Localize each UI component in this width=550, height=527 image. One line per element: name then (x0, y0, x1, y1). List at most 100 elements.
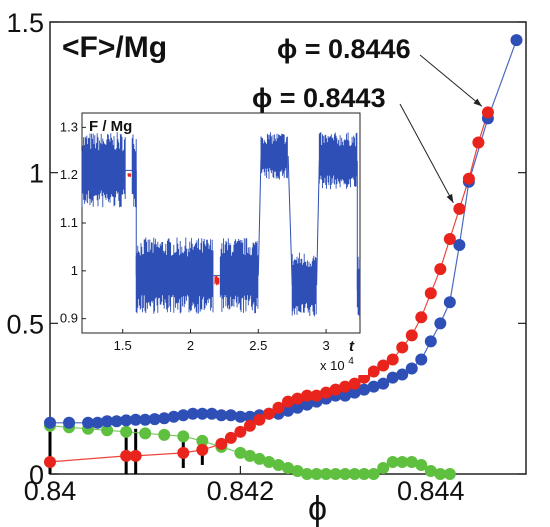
data-point-series-2 (424, 464, 437, 477)
data-point-series-0 (158, 412, 171, 425)
inset-y-tick-label: 1.3 (60, 119, 78, 134)
data-point-series-1 (320, 386, 333, 399)
data-point-series-2 (243, 449, 256, 462)
data-point-series-2 (177, 430, 190, 443)
data-point-series-0 (367, 380, 380, 393)
data-point-series-0 (196, 407, 209, 420)
inset-jump-line (257, 156, 262, 276)
data-point-series-1 (234, 425, 247, 438)
data-point-series-0 (91, 416, 104, 429)
data-point-series-0 (243, 410, 256, 423)
data-point-series-0 (339, 389, 352, 402)
data-point-series-1 (453, 202, 466, 215)
inset-title: F / Mg (89, 118, 132, 135)
y-tick-label: 0 (29, 460, 44, 490)
data-point-series-1 (462, 172, 475, 185)
data-point-series-1 (348, 377, 361, 390)
data-point-series-1 (253, 413, 266, 426)
inset-y-tick-label: 1 (71, 263, 78, 278)
data-point-series-0 (167, 410, 180, 423)
data-point-series-1 (243, 419, 256, 432)
data-point-series-0 (386, 371, 399, 384)
data-point-series-1 (424, 287, 437, 300)
inset-jump-line (287, 156, 293, 286)
annotation-phi-08446: ϕ = 0.8446 (277, 34, 411, 64)
data-point-series-2 (434, 468, 447, 480)
data-point-series-0 (282, 404, 294, 417)
data-point-series-0 (44, 416, 56, 429)
data-point-series-0 (82, 416, 95, 429)
data-point-series-1 (367, 365, 380, 378)
data-point-series-0 (291, 401, 304, 414)
data-point-series-0 (129, 413, 142, 426)
inset-y-tick-label: 1.2 (60, 167, 78, 182)
text-labels: <F>/Mg ϕ = 0.8446 ϕ = 0.8443 ϕ F / Mg x … (62, 31, 411, 527)
data-point-series-1 (310, 389, 323, 402)
inset-signal-segment-0 (219, 238, 259, 314)
x-tick-label: 0.844 (397, 476, 465, 506)
data-point-series-2 (367, 468, 380, 480)
inset-plot: 0.9 1 1.1 1.2 1.3 1.5 2 2.5 3 (60, 105, 368, 375)
data-point-series-1 (472, 136, 485, 149)
data-point-series-2 (158, 428, 171, 441)
data-point-series-0 (358, 383, 371, 396)
inset-signal-segment-0 (318, 132, 358, 190)
data-point-series-1 (434, 263, 447, 276)
data-point-series-1 (405, 329, 418, 342)
data-point-series-1 (44, 455, 56, 468)
data-point-series-2 (358, 468, 371, 480)
data-point-series-2 (101, 424, 114, 437)
annotation-arrow (399, 103, 454, 204)
data-point-series-1 (329, 383, 342, 396)
data-point-series-0 (101, 415, 114, 428)
inset-signal-segment-1 (127, 173, 131, 178)
data-point-series-1 (282, 395, 294, 408)
y-tick-label: 0.5 (6, 309, 44, 339)
inset-signal-segment-1 (214, 275, 220, 286)
data-point-series-2 (329, 468, 342, 480)
inset-signal-segment-0 (260, 132, 288, 180)
data-point-series-2 (310, 468, 323, 480)
data-point-series-0 (110, 415, 123, 428)
data-point-series-1 (129, 449, 142, 462)
inset-x-tick-label: 2.5 (249, 338, 267, 353)
data-point-series-1 (120, 449, 133, 462)
data-point-series-2 (272, 458, 285, 471)
data-point-series-0 (377, 377, 390, 390)
data-point-series-0 (453, 238, 466, 251)
annotation-arrow-head (473, 98, 482, 107)
data-point-series-2 (262, 455, 275, 468)
inset-x-multiplier-exp: 4 (348, 356, 354, 367)
data-point-series-2 (348, 468, 361, 480)
data-point-series-2 (443, 468, 456, 480)
data-point-series-0 (348, 386, 361, 399)
data-point-series-0 (434, 317, 447, 330)
main-title: <F>/Mg (62, 31, 167, 64)
data-point-series-2 (377, 461, 390, 474)
data-point-series-1 (177, 446, 190, 459)
data-point-series-1 (291, 392, 304, 405)
data-point-series-2 (282, 461, 294, 474)
data-point-series-2 (196, 434, 209, 447)
data-point-series-2 (139, 427, 152, 440)
data-point-series-0 (148, 413, 161, 426)
inset-signal-segment-0 (131, 134, 137, 208)
data-point-series-0 (224, 409, 237, 422)
data-point-series-0 (215, 409, 228, 422)
data-point-series-1 (272, 401, 285, 414)
y-tick-label: 1 (29, 159, 44, 189)
data-point-series-2 (253, 452, 266, 465)
inset-x-axis-label: t (349, 338, 355, 355)
data-point-series-0 (234, 410, 247, 423)
data-point-series-0 (424, 335, 437, 348)
data-point-series-0 (120, 414, 133, 427)
data-point-series-0 (205, 407, 218, 420)
data-point-series-0 (443, 296, 456, 309)
data-point-series-0 (405, 362, 418, 375)
data-point-series-1 (215, 437, 228, 450)
data-point-series-1 (396, 341, 409, 354)
data-point-series-2 (396, 455, 409, 468)
data-point-series-1 (339, 380, 352, 393)
inset-signal-segment-0 (81, 132, 126, 208)
data-point-series-0 (510, 34, 523, 47)
